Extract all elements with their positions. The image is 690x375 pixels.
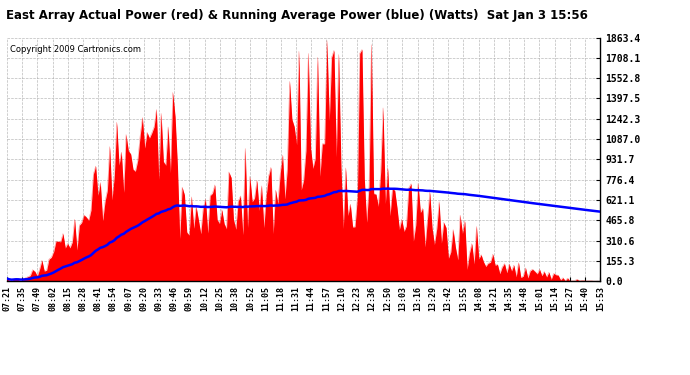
Text: East Array Actual Power (red) & Running Average Power (blue) (Watts)  Sat Jan 3 : East Array Actual Power (red) & Running … [6, 9, 588, 22]
Text: Copyright 2009 Cartronics.com: Copyright 2009 Cartronics.com [10, 45, 141, 54]
